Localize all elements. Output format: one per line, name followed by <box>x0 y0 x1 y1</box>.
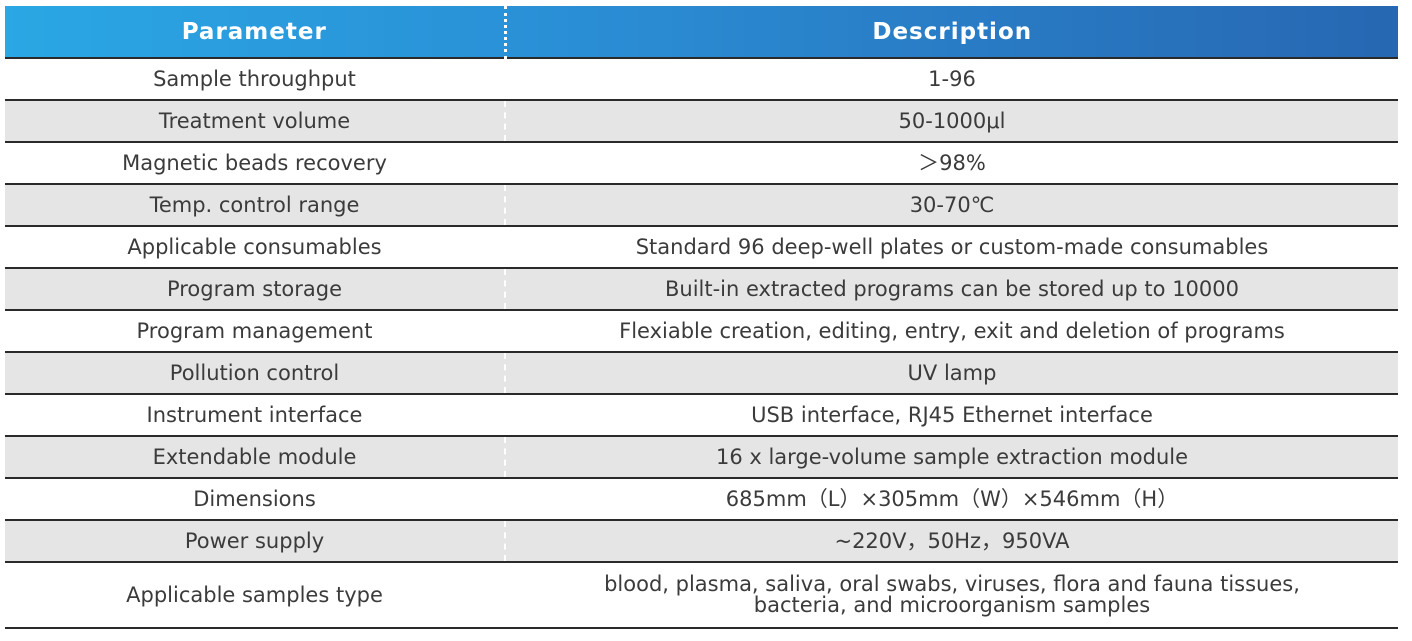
description-cell: Flexiable creation, editing, entry, exit… <box>505 310 1398 353</box>
table-row: Dimensions 685mm（L）×305mm（W）×546mm（H） <box>5 478 1398 521</box>
description-line: blood, plasma, saliva, oral swabs, virus… <box>604 572 1300 596</box>
parameter-cell: Extendable module <box>5 436 506 479</box>
parameter-cell: Power supply <box>5 520 506 563</box>
description-cell: 685mm（L）×305mm（W）×546mm（H） <box>505 478 1398 521</box>
spec-table: Parameter Description Sample throughput … <box>5 6 1398 629</box>
table-row: Pollution control UV lamp <box>5 352 1398 395</box>
description-cell: 50-1000μl <box>505 100 1398 143</box>
header-row: Parameter Description <box>5 6 1398 58</box>
table-row: Instrument interface USB interface, RJ45… <box>5 394 1398 437</box>
table-row: Power supply ~220V，50Hz，950VA <box>5 520 1398 563</box>
table-row: Applicable consumables Standard 96 deep-… <box>5 226 1398 269</box>
parameter-header: Parameter <box>5 6 507 58</box>
description-cell: Standard 96 deep-well plates or custom-m… <box>505 226 1398 269</box>
parameter-cell: Program management <box>5 310 506 353</box>
description-cell: 30-70℃ <box>505 184 1398 227</box>
description-cell: 1-96 <box>505 57 1398 101</box>
parameter-cell: Treatment volume <box>5 100 506 143</box>
description-cell: UV lamp <box>505 352 1398 395</box>
table-header: Parameter Description <box>5 6 1398 58</box>
table-row: Extendable module 16 x large-volume samp… <box>5 436 1398 479</box>
table-row: Treatment volume 50-1000μl <box>5 100 1398 143</box>
description-cell: blood, plasma, saliva, oral swabs, virus… <box>505 562 1398 629</box>
parameter-cell: Dimensions <box>5 478 506 521</box>
table-row: Sample throughput 1-96 <box>5 57 1398 101</box>
table-row: Program storage Built-in extracted progr… <box>5 268 1398 311</box>
description-cell: ~220V，50Hz，950VA <box>505 520 1398 563</box>
parameter-cell: Pollution control <box>5 352 506 395</box>
table-row: Temp. control range 30-70℃ <box>5 184 1398 227</box>
description-line: bacteria, and microorganism samples <box>753 593 1151 617</box>
parameter-cell: Applicable consumables <box>5 226 506 269</box>
parameter-cell: Applicable samples type <box>5 562 506 629</box>
parameter-cell: Instrument interface <box>5 394 506 437</box>
table-body: Sample throughput 1-96 Treatment volume … <box>5 57 1398 629</box>
description-cell: Built-in extracted programs can be store… <box>505 268 1398 311</box>
table-row: Magnetic beads recovery ＞98% <box>5 142 1398 185</box>
table-row: Program management Flexiable creation, e… <box>5 310 1398 353</box>
parameter-cell: Magnetic beads recovery <box>5 142 506 185</box>
parameter-cell: Sample throughput <box>5 57 506 101</box>
description-header: Description <box>872 18 1033 45</box>
parameter-cell: Program storage <box>5 268 506 311</box>
parameter-cell: Temp. control range <box>5 184 506 227</box>
description-cell: ＞98% <box>505 142 1398 185</box>
description-cell: USB interface, RJ45 Ethernet interface <box>505 394 1398 437</box>
table-row: Applicable samples type blood, plasma, s… <box>5 562 1398 629</box>
description-cell: 16 x large-volume sample extraction modu… <box>505 436 1398 479</box>
